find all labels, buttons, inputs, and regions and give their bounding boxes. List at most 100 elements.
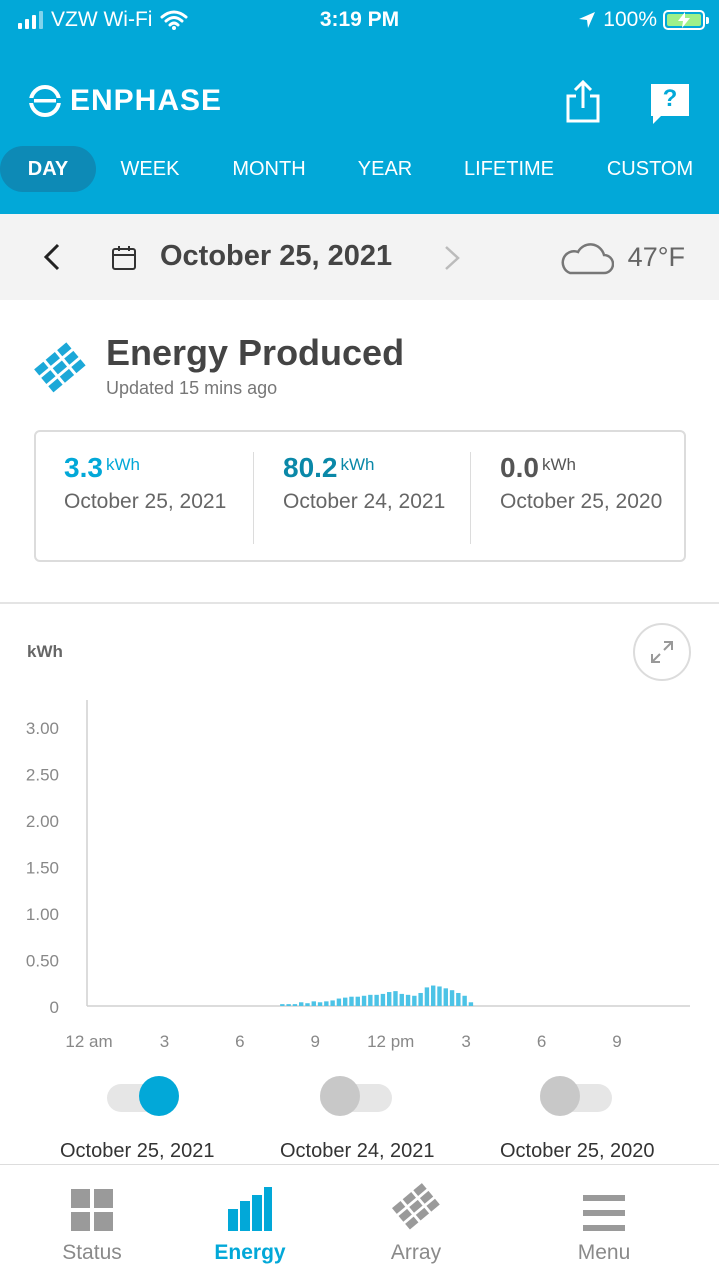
section-divider (0, 602, 719, 604)
stat-date: October 25, 2021 (64, 490, 227, 513)
tab-week[interactable]: WEEK (120, 158, 180, 180)
stat-value: 0.0 (500, 452, 539, 483)
chart-bar (355, 996, 360, 1006)
stat-date: October 25, 2020 (500, 490, 663, 513)
toggle-label: October 25, 2020 (500, 1140, 655, 1162)
chart-bar (368, 994, 373, 1006)
y-tick-label: 1.50 (26, 859, 59, 878)
share-button[interactable] (563, 78, 603, 124)
chart-bar (330, 1000, 335, 1006)
chart-bar (374, 994, 379, 1006)
toggle-label: October 24, 2021 (280, 1140, 435, 1162)
toggle-label: October 25, 2021 (60, 1140, 215, 1162)
status-bar: VZW Wi-Fi 3:19 PM 100% (0, 0, 719, 40)
y-tick-label: 0.50 (26, 952, 59, 971)
tab-lifetime[interactable]: LIFETIME (463, 158, 554, 180)
calendar-icon[interactable] (111, 245, 137, 271)
nav-label: Status (62, 1241, 122, 1264)
y-tick-label: 1.00 (26, 905, 59, 924)
selected-date[interactable]: October 25, 2021 (160, 240, 393, 272)
chart-bar (387, 992, 392, 1006)
stat-divider (470, 452, 471, 544)
share-icon (566, 79, 600, 123)
chart-y-label: kWh (27, 642, 63, 661)
tab-year[interactable]: YEAR (357, 158, 413, 180)
x-tick-label: 12 pm (367, 1032, 414, 1051)
stat-today: 3.3 kWh October 25, 2021 (64, 452, 264, 515)
location-icon (579, 12, 596, 28)
chevron-right-icon[interactable] (442, 244, 462, 272)
bar-chart-icon (228, 1187, 272, 1231)
wifi-icon (160, 10, 188, 30)
chart-bar (412, 995, 417, 1006)
toggle-track[interactable] (107, 1076, 179, 1116)
x-tick-label: 12 am (65, 1032, 112, 1051)
toggle-knob[interactable] (320, 1076, 360, 1116)
x-tick-label: 6 (537, 1032, 546, 1051)
chart-bar (431, 985, 436, 1006)
chart-bar (286, 1004, 291, 1006)
status-right: 100% (577, 8, 709, 32)
chart-bar (324, 1001, 329, 1006)
chart-bar (311, 1001, 316, 1006)
help-icon (651, 84, 689, 124)
energy-stats-card: 3.3 kWh October 25, 2021 80.2 kWh October … (34, 430, 686, 562)
brand-name: ENPHASE (70, 84, 223, 117)
brand-row: ENPHASE ? (28, 78, 691, 128)
x-tick-label: 9 (311, 1032, 320, 1051)
chart-bar (399, 993, 404, 1006)
chart-bar (305, 1003, 310, 1006)
enphase-logo: ENPHASE (28, 84, 222, 118)
carrier-label: VZW Wi-Fi (51, 8, 153, 31)
grid-icon (71, 1189, 113, 1231)
help-button[interactable]: ? (649, 82, 691, 124)
toggle-track[interactable] (320, 1076, 392, 1116)
chart-bar (349, 996, 354, 1006)
nav-array[interactable]: Array (346, 1183, 486, 1265)
expand-chart-button[interactable] (633, 623, 691, 681)
stat-date: October 24, 2021 (283, 490, 446, 513)
chart-bar (449, 990, 455, 1006)
x-tick-label: 3 (461, 1032, 470, 1051)
chart-bar (292, 1004, 298, 1006)
app-header: VZW Wi-Fi 3:19 PM 100% (0, 0, 719, 214)
temperature: 47°F (627, 242, 685, 272)
chart-bar (462, 995, 467, 1006)
chart-bar (380, 993, 386, 1006)
nav-status[interactable]: Status (22, 1183, 162, 1265)
energy-chart: 3.00 2.50 2.00 1.50 1.00 0.50 0 12 am 3 6 9 12 pm 3 6… (26, 700, 690, 1051)
stat-last-year: 0.0 kWh October 25, 2020 (500, 452, 700, 515)
toggle-knob[interactable] (540, 1076, 580, 1116)
battery-charging-icon (663, 10, 709, 30)
chart-bar (468, 1002, 474, 1006)
hamburger-icon (583, 1195, 625, 1231)
help-glyph: ? (662, 85, 678, 112)
stat-value: 80.2 (283, 452, 338, 483)
chart-bar (393, 991, 398, 1006)
stat-value: 3.3 (64, 452, 103, 483)
y-tick-label: 2.00 (26, 812, 59, 831)
chart-bar (424, 987, 430, 1006)
solar-array-icon (391, 1183, 440, 1230)
nav-label: Energy (214, 1241, 286, 1264)
nav-menu[interactable]: Menu (534, 1183, 674, 1265)
nav-label: Menu (577, 1241, 631, 1264)
y-tick-label: 2.50 (26, 766, 59, 785)
battery-percent: 100% (603, 8, 657, 31)
toggle-knob[interactable] (139, 1076, 179, 1116)
x-tick-label: 9 (612, 1032, 621, 1051)
x-tick-label: 3 (160, 1032, 169, 1051)
chevron-left-icon[interactable] (40, 242, 64, 272)
tab-day[interactable]: DAY (0, 146, 96, 192)
toggle-track[interactable] (540, 1076, 612, 1116)
chart-bar (299, 1002, 304, 1006)
chart-bar (343, 997, 348, 1006)
bottom-nav: Status Energy Array (0, 1164, 719, 1280)
nav-energy[interactable]: Energy (180, 1183, 320, 1265)
stat-unit: kWh (541, 455, 576, 474)
chart-bar (418, 992, 423, 1006)
nav-label: Array (390, 1241, 442, 1264)
tab-custom[interactable]: CUSTOM (606, 158, 694, 180)
tab-month[interactable]: MONTH (232, 158, 306, 180)
enphase-logo-icon (28, 85, 62, 117)
